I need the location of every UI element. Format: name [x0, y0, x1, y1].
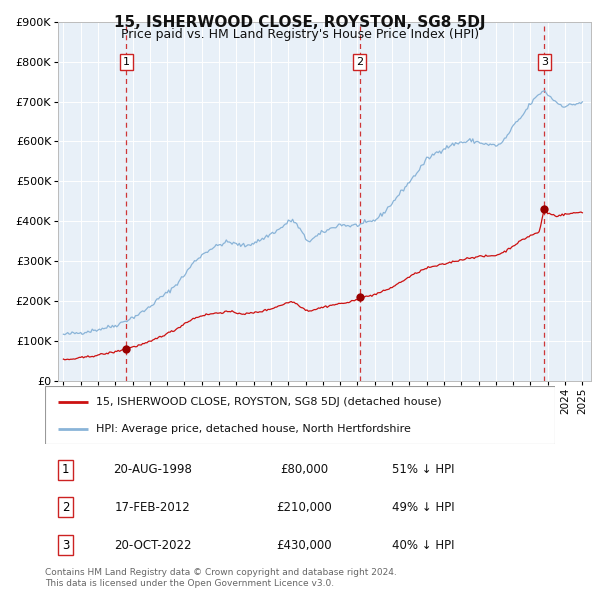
Text: 15, ISHERWOOD CLOSE, ROYSTON, SG8 5DJ: 15, ISHERWOOD CLOSE, ROYSTON, SG8 5DJ: [114, 15, 486, 30]
Text: £210,000: £210,000: [277, 501, 332, 514]
FancyBboxPatch shape: [45, 386, 555, 444]
Text: 20-AUG-1998: 20-AUG-1998: [113, 463, 193, 476]
Text: 40% ↓ HPI: 40% ↓ HPI: [392, 539, 454, 552]
Text: 3: 3: [62, 539, 69, 552]
Text: 17-FEB-2012: 17-FEB-2012: [115, 501, 191, 514]
Text: £80,000: £80,000: [280, 463, 328, 476]
Text: Price paid vs. HM Land Registry's House Price Index (HPI): Price paid vs. HM Land Registry's House …: [121, 28, 479, 41]
Text: 1: 1: [62, 463, 69, 476]
Text: 49% ↓ HPI: 49% ↓ HPI: [392, 501, 454, 514]
Text: HPI: Average price, detached house, North Hertfordshire: HPI: Average price, detached house, Nort…: [96, 424, 411, 434]
Text: 20-OCT-2022: 20-OCT-2022: [114, 539, 192, 552]
Text: £430,000: £430,000: [277, 539, 332, 552]
Text: Contains HM Land Registry data © Crown copyright and database right 2024.
This d: Contains HM Land Registry data © Crown c…: [45, 568, 397, 588]
Text: 3: 3: [541, 57, 548, 67]
Text: 2: 2: [356, 57, 363, 67]
Text: 15, ISHERWOOD CLOSE, ROYSTON, SG8 5DJ (detached house): 15, ISHERWOOD CLOSE, ROYSTON, SG8 5DJ (d…: [96, 397, 442, 407]
Text: 1: 1: [122, 57, 130, 67]
Text: 2: 2: [62, 501, 69, 514]
Text: 51% ↓ HPI: 51% ↓ HPI: [392, 463, 454, 476]
